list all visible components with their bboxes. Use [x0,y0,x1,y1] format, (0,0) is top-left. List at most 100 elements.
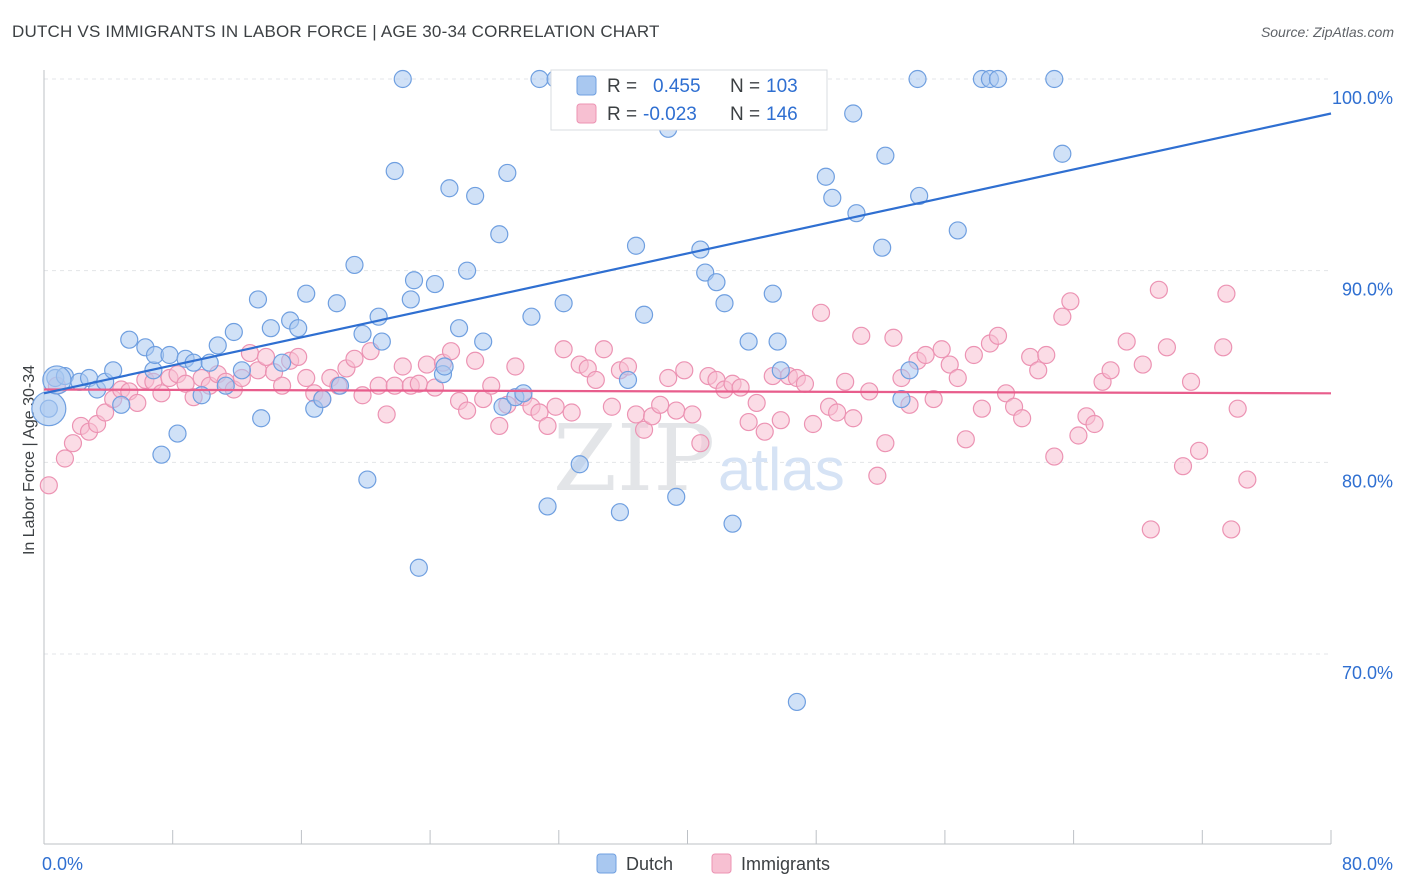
dutch-point [435,357,454,376]
dutch-point [112,395,131,414]
dutch-point [530,69,549,89]
immigrants-point [1157,338,1177,357]
dutch-point [327,294,346,313]
immigrants-point [988,326,1008,345]
dutch-point [768,332,787,351]
x-axis-ticks [43,830,1332,844]
dutch-point [458,261,477,280]
dutch-point [787,692,806,712]
dutch-point [401,290,420,309]
immigrants-n-value: 146 [766,104,798,125]
immigrants-r-value: -0.023 [643,104,697,125]
dutch-point [570,455,589,474]
immigrants-point [63,434,83,453]
immigrants-point [1189,441,1209,460]
dutch-point [449,319,469,338]
immigrants-point [964,345,983,365]
dutch-point [948,221,967,240]
immigrants-point [1029,361,1048,380]
dutch-point [261,319,280,338]
dutch-point [208,336,227,355]
immigrants-point [1141,520,1160,539]
immigrants-point [683,405,702,424]
dutch-point [385,161,404,181]
stats-legend: R = 0.455 N = 103 R = -0.023 N = 146 [550,69,828,131]
immigrants-point [739,412,758,432]
dutch-point [493,397,512,416]
immigrants-point [916,345,935,365]
immigrants-point [176,374,195,393]
dutch-r-value: 0.455 [653,76,701,97]
immigrants-point [651,395,670,414]
immigrants-point [377,405,396,424]
immigrants-point [1133,355,1152,374]
y-tick-label: 90.0% [1342,280,1393,300]
immigrants-point [755,422,774,441]
immigrants-point [256,347,276,367]
dutch-point [554,294,573,313]
immigrants-point [152,384,171,403]
dutch-point [297,284,316,303]
immigrants-point [128,393,147,413]
immigrants-point [353,386,372,405]
dutch-point [313,389,332,409]
dutch-point [252,409,271,428]
immigrants-point [417,355,436,374]
immigrants-point [924,389,943,409]
dutch-point [353,324,372,344]
y-tick-label: 70.0% [1342,663,1393,683]
immigrants-point [1173,457,1193,476]
immigrants-point [972,399,992,418]
dutch-point [425,274,445,294]
immigrants-point [659,368,678,388]
dutch-point [816,167,835,186]
immigrants-point [932,340,951,359]
immigrants-point [667,401,686,420]
y-tick-label: 100.0% [1332,88,1393,108]
dutch-point [538,497,557,516]
immigrants-point [771,411,790,430]
dutch-point [873,238,892,257]
immigrants-point [1117,332,1136,351]
immigrants-trend-line [43,388,1332,395]
immigrants-point [956,430,975,449]
immigrants-point [876,434,895,453]
immigrants-point [393,357,412,376]
dutch-point [490,225,509,244]
dutch-points [31,69,1072,712]
bottom-legend: Dutch Immigrants [596,853,830,874]
immigrants-point [506,357,525,376]
immigrants-point [39,476,58,495]
immigrants-point [1013,409,1032,428]
legend-immigrants-swatch [711,853,732,874]
immigrants-point [1181,372,1201,391]
immigrants-point [691,434,710,453]
watermark: ZIP atlas [553,405,845,512]
immigrants-point [554,340,573,359]
dutch-point [892,389,911,409]
trend-lines [43,112,1332,395]
dutch-point [707,273,726,292]
immigrants-point [852,326,871,345]
dutch-point [522,307,541,326]
dutch-point [466,186,485,206]
dutch-point [723,514,742,533]
immigrants-point [546,397,565,416]
immigrants-point [731,378,750,397]
dutch-point [272,353,292,372]
immigrants-point [1228,399,1247,418]
immigrants-point [530,403,549,422]
source-label: Source: ZipAtlas.com [1260,24,1394,40]
legend-immigrants-label: Immigrants [741,854,830,874]
immigrants-swatch [576,103,597,124]
immigrants-r-label: R = [607,104,637,125]
legend-dutch-swatch [596,853,617,874]
dutch-point [330,376,350,395]
chart-title: DUTCH VS IMMIGRANTS IN LABOR FORCE | AGE… [12,22,660,41]
watermark-atlas: atlas [718,436,845,503]
immigrants-point [345,349,364,368]
dutch-point [876,146,895,165]
dutch-point [514,384,533,403]
immigrants-point [868,466,887,485]
